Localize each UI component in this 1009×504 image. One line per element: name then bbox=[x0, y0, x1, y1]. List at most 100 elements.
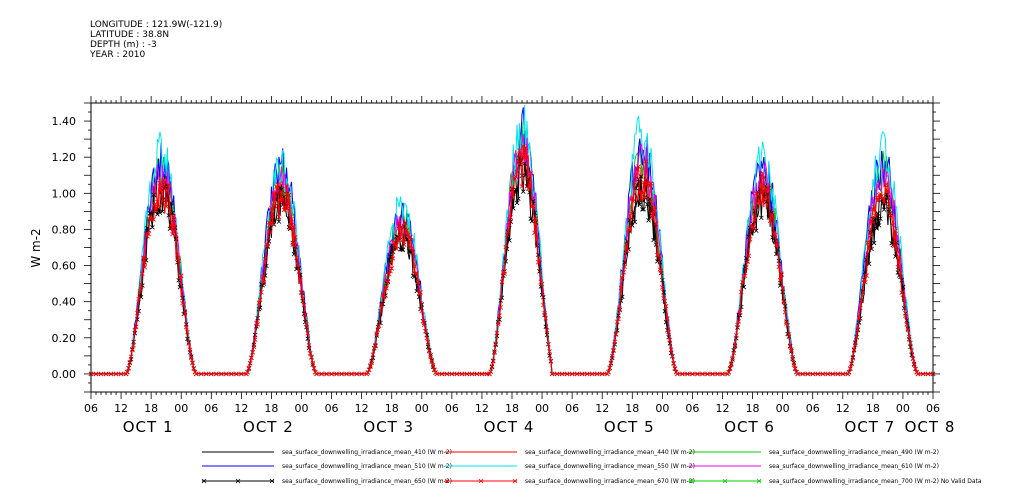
series-marker bbox=[390, 249, 396, 254]
series-marker bbox=[310, 360, 316, 366]
series-marker bbox=[444, 371, 450, 377]
series-marker bbox=[618, 285, 624, 291]
series-marker bbox=[880, 195, 886, 201]
series-marker bbox=[414, 271, 420, 276]
legend-label: sea_surface_downwelling_irradiance_mean_… bbox=[525, 449, 695, 456]
series-marker bbox=[791, 362, 797, 368]
series-marker bbox=[203, 371, 209, 377]
series-marker bbox=[295, 263, 301, 268]
series-marker bbox=[906, 334, 912, 340]
series-marker bbox=[523, 172, 529, 178]
series-marker bbox=[911, 362, 917, 368]
legend-marker bbox=[756, 478, 762, 484]
series-marker bbox=[294, 255, 299, 260]
series-marker bbox=[514, 170, 520, 175]
series-marker bbox=[662, 298, 668, 304]
series-marker bbox=[648, 181, 654, 186]
series-marker bbox=[523, 145, 529, 150]
series-marker bbox=[374, 331, 379, 337]
series-marker bbox=[510, 195, 516, 200]
series-marker bbox=[507, 238, 512, 243]
x-day-label: OCT 3 bbox=[363, 418, 414, 436]
series-marker bbox=[165, 188, 170, 193]
series-marker bbox=[285, 206, 290, 211]
x-tick-label: 12 bbox=[716, 402, 730, 415]
series-marker bbox=[548, 358, 554, 364]
series-marker bbox=[538, 279, 544, 284]
series-marker bbox=[513, 187, 519, 192]
series-marker bbox=[153, 207, 159, 213]
series-marker bbox=[747, 237, 753, 242]
series-marker bbox=[160, 199, 165, 204]
series-marker bbox=[710, 371, 715, 377]
series-marker bbox=[622, 264, 628, 270]
series-marker bbox=[633, 173, 639, 178]
series-marker bbox=[663, 303, 669, 309]
series-marker bbox=[787, 344, 793, 349]
series-marker bbox=[181, 302, 187, 307]
series-marker bbox=[386, 257, 392, 263]
legend-label: sea_surface_downwelling_irradiance_mean_… bbox=[525, 478, 695, 485]
series-marker bbox=[388, 254, 393, 259]
y-tick-label: 0.80 bbox=[52, 223, 77, 236]
series-marker bbox=[904, 322, 909, 327]
series-marker bbox=[396, 220, 402, 225]
series-marker bbox=[305, 336, 311, 341]
series-marker bbox=[909, 348, 914, 354]
legend-label: sea_surface_downwelling_irradiance_mean_… bbox=[282, 449, 452, 456]
series-marker bbox=[311, 365, 317, 371]
series-marker bbox=[256, 300, 262, 306]
x-axis: 06 12 18 00 06 12 18 00 06 12 18 00 06 12 18 00 06 12 18 00… bbox=[84, 96, 954, 436]
series-marker bbox=[498, 305, 504, 310]
series-marker bbox=[746, 253, 752, 259]
series-marker bbox=[135, 310, 140, 316]
series-marker bbox=[185, 329, 190, 335]
legend-marker bbox=[722, 478, 728, 484]
series-marker bbox=[850, 355, 856, 361]
series-marker bbox=[876, 223, 882, 228]
series-marker bbox=[760, 198, 765, 204]
series-marker bbox=[408, 234, 413, 240]
series-marker bbox=[296, 269, 302, 274]
series-marker bbox=[373, 342, 378, 348]
series-marker bbox=[269, 205, 274, 211]
series-marker bbox=[668, 347, 674, 352]
series-marker bbox=[209, 371, 214, 377]
series-marker bbox=[640, 207, 645, 212]
series-marker bbox=[815, 371, 821, 377]
series-marker bbox=[191, 366, 197, 371]
series-marker bbox=[611, 347, 616, 353]
series-marker bbox=[805, 371, 810, 377]
series-marker bbox=[301, 302, 307, 308]
series-marker bbox=[399, 224, 405, 229]
series-marker bbox=[866, 261, 872, 267]
series-marker bbox=[864, 257, 869, 263]
header-depth: DEPTH (m) : -3 bbox=[90, 40, 157, 50]
series-marker bbox=[304, 322, 309, 327]
series-marker bbox=[193, 371, 199, 377]
series-marker bbox=[306, 343, 312, 348]
series-marker bbox=[700, 371, 705, 377]
series-marker bbox=[861, 277, 867, 283]
series-marker bbox=[157, 210, 163, 216]
series-line bbox=[91, 134, 933, 375]
series-marker bbox=[766, 185, 772, 191]
series-marker bbox=[772, 232, 778, 238]
series-marker bbox=[146, 231, 151, 237]
series-marker bbox=[630, 195, 635, 200]
series-marker bbox=[527, 189, 532, 195]
series-marker bbox=[864, 273, 869, 278]
series-marker bbox=[720, 371, 725, 377]
series-marker bbox=[579, 371, 585, 377]
series-marker bbox=[510, 206, 516, 211]
series-marker bbox=[366, 367, 372, 373]
series-marker bbox=[641, 179, 646, 185]
series-marker bbox=[728, 362, 734, 368]
series-marker bbox=[680, 371, 685, 377]
series-marker bbox=[411, 274, 417, 280]
series-marker bbox=[515, 160, 521, 165]
series-marker bbox=[126, 365, 131, 371]
series-marker bbox=[274, 184, 279, 189]
series-marker bbox=[151, 192, 156, 198]
series-marker bbox=[731, 350, 737, 356]
